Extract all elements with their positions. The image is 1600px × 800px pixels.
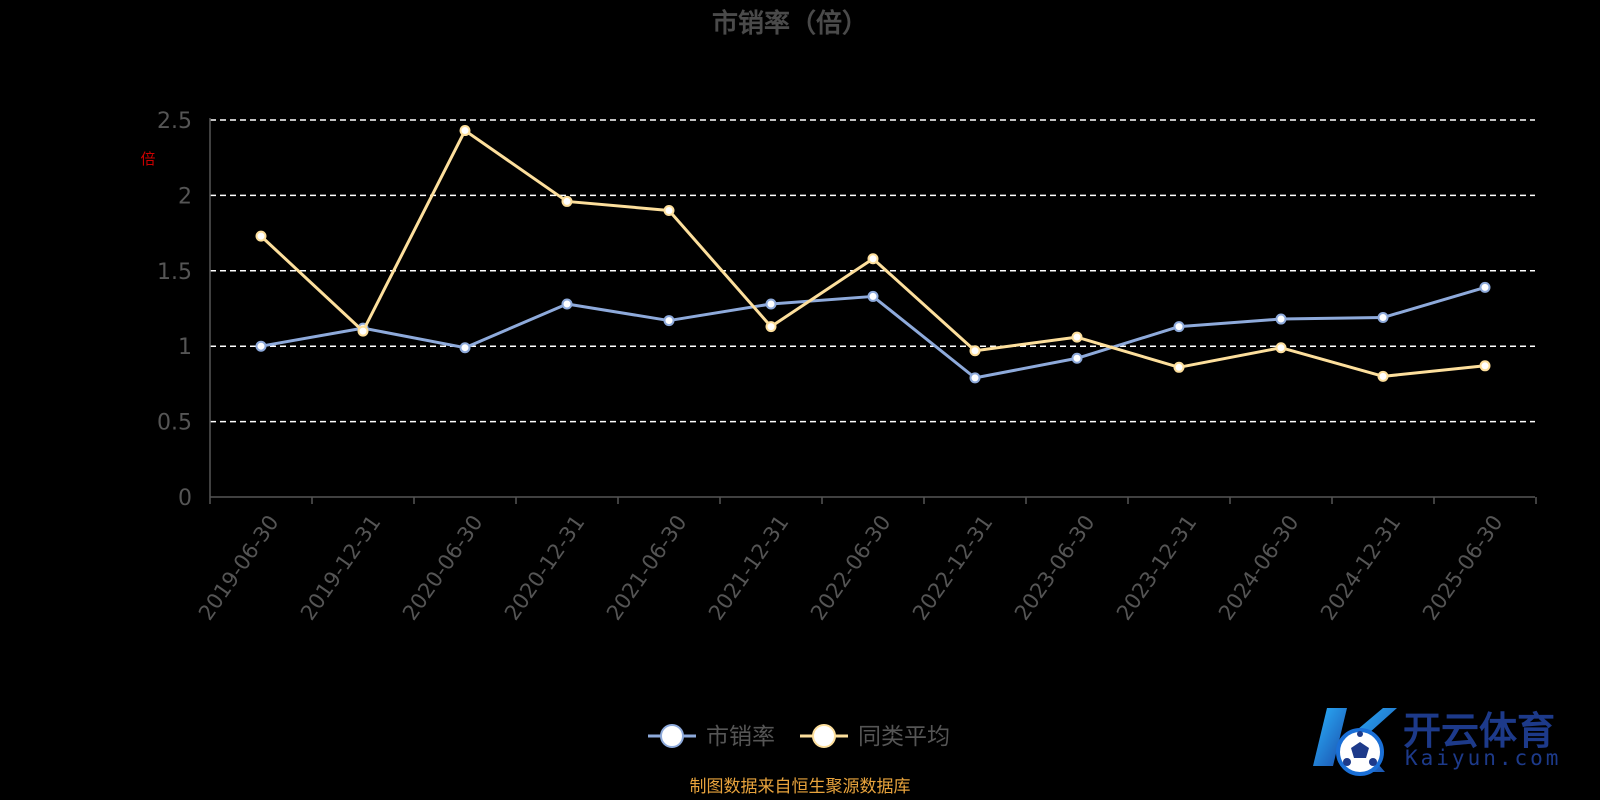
x-tick-label: 2022-12-31: [908, 511, 998, 625]
data-point: [255, 230, 267, 242]
x-tick-label: 2020-06-30: [398, 511, 488, 625]
data-point: [1479, 281, 1491, 293]
legend[interactable]: 市销率 同类平均: [648, 724, 950, 750]
legend-item[interactable]: 市销率: [648, 724, 775, 750]
legend-marker-icon: [812, 724, 836, 748]
legend-item[interactable]: 同类平均: [800, 724, 950, 750]
data-point: [561, 298, 573, 310]
x-tick-label: 2019-06-30: [194, 511, 284, 625]
data-point: [663, 315, 675, 327]
data-point: [1377, 312, 1389, 324]
source-note: 制图数据来自恒生聚源数据库: [690, 777, 911, 797]
x-tick-label: 2023-06-30: [1010, 511, 1100, 625]
logo-brand-text: 开云体育: [1403, 709, 1556, 753]
data-point: [1071, 331, 1083, 343]
data-point: [1479, 360, 1491, 372]
legend-label: 同类平均: [858, 724, 950, 750]
data-point: [1275, 342, 1287, 354]
data-point: [1173, 321, 1185, 333]
data-point: [969, 372, 981, 384]
data-point: [867, 253, 879, 265]
x-tick-label: 2021-06-30: [602, 511, 692, 625]
data-point: [765, 298, 777, 310]
y-tick-label: 2.5: [157, 109, 192, 134]
axes: 0 0.5 1 1.5 2 2.5 2019-06-30 2019-12-31 2020-06-…: [157, 109, 1537, 625]
x-tick-label: 2019-12-31: [296, 511, 386, 625]
x-tick-label: 2021-12-31: [704, 511, 794, 625]
x-tick-label: 2023-12-31: [1112, 511, 1202, 625]
x-tick-label: 2024-12-31: [1316, 511, 1406, 625]
x-tick-label: 2024-06-30: [1214, 511, 1304, 625]
x-tick-label: 2022-06-30: [806, 511, 896, 625]
data-point: [561, 195, 573, 207]
data-point: [969, 345, 981, 357]
data-point: [1173, 361, 1185, 373]
data-point: [765, 321, 777, 333]
legend-marker-icon: [660, 724, 684, 748]
kaiyun-logo: 开云体育 Kaiyun.com: [1305, 700, 1595, 790]
data-point: [1071, 352, 1083, 364]
data-point: [663, 204, 675, 216]
data-point: [867, 290, 879, 302]
data-point: [255, 340, 267, 352]
data-point: [459, 342, 471, 354]
grid-lines: [210, 119, 1535, 423]
data-point: [459, 125, 471, 137]
series-layer: [255, 125, 1491, 384]
data-point: [357, 325, 369, 337]
chart-title: 市销率（倍）: [712, 8, 868, 39]
data-point: [1275, 313, 1287, 325]
x-tick-label: 2020-12-31: [500, 511, 590, 625]
y-tick-label: 1.5: [157, 260, 192, 285]
y-axis-unit-label: 倍: [140, 150, 155, 168]
y-tick-label: 1: [178, 335, 192, 360]
logo-mark-icon: [1313, 708, 1397, 776]
x-tick-label: 2025-06-30: [1418, 511, 1508, 625]
data-point: [1377, 370, 1389, 382]
y-tick-label: 2: [178, 184, 192, 209]
y-tick-label: 0: [178, 486, 192, 511]
y-tick-label: 0.5: [157, 411, 192, 436]
logo-url-text: Kaiyun.com: [1405, 746, 1562, 770]
legend-label: 市销率: [706, 724, 775, 750]
